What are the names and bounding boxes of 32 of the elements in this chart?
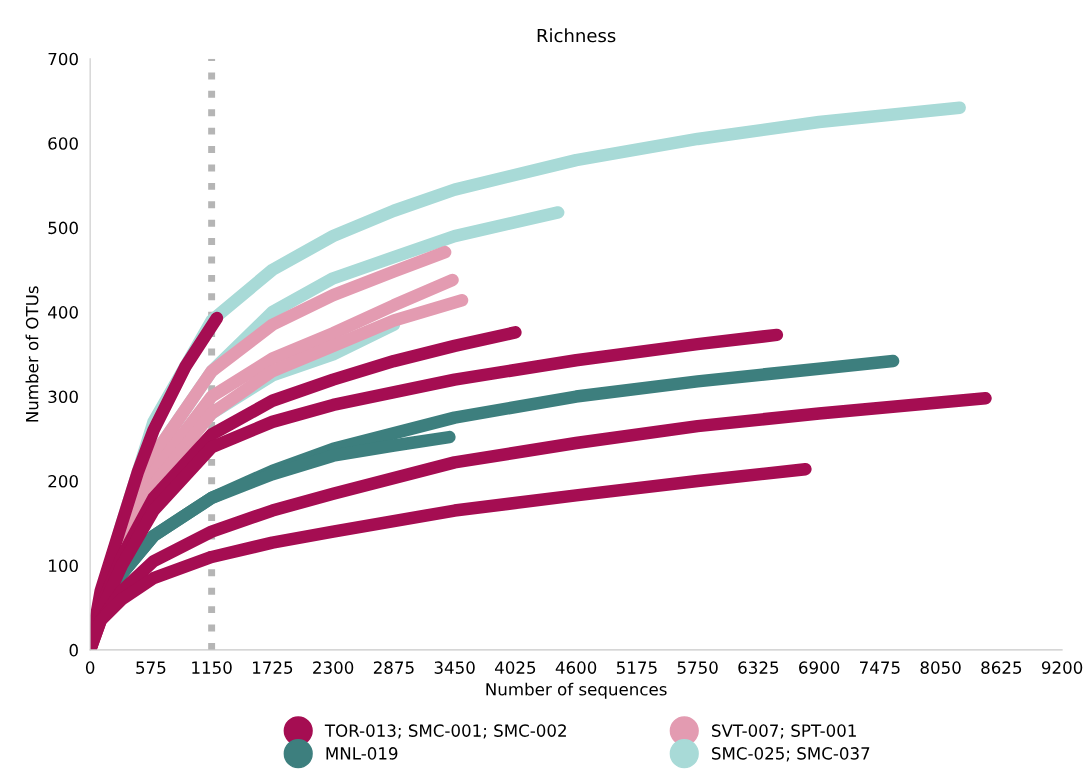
x-axis-title: Number of sequences: [486, 682, 667, 699]
y-tick-label: 200: [48, 474, 78, 488]
chart-title: Richness: [537, 28, 616, 43]
x-tick-label: 5175: [616, 661, 657, 674]
x-tick-label: 9200: [1041, 661, 1083, 674]
y-tick-label: 700: [48, 52, 78, 66]
legend-label: SVT-007; SPT-001: [712, 724, 856, 739]
x-tick-label: 4600: [555, 661, 597, 674]
y-tick-label: 400: [48, 306, 78, 319]
legend-label: MNL-019: [326, 747, 398, 760]
x-tick-label: 1725: [253, 661, 293, 674]
x-tick-label: 4025: [494, 661, 536, 674]
x-tick-label: 8050: [920, 661, 961, 674]
x-tick-label: 5750: [677, 661, 718, 674]
x-tick-label: 575: [136, 661, 166, 674]
x-tick-label: 2875: [373, 661, 414, 674]
y-tick-label: 500: [48, 221, 78, 235]
y-tick-label: 100: [49, 559, 78, 573]
legend-label: TOR-013; SMC-001; SMC-002: [324, 724, 566, 739]
legend-label: SMC-025; SMC-037: [712, 747, 870, 762]
y-tick-label: 300: [48, 390, 78, 404]
x-tick-label: 2300: [313, 661, 354, 674]
y-axis-title: Number of OTUs: [25, 286, 39, 422]
x-tick-label: 3450: [434, 661, 475, 674]
x-tick-label: 6325: [738, 661, 779, 674]
x-tick-label: 0: [85, 661, 95, 674]
y-tick-label: 600: [48, 137, 78, 150]
x-tick-label: 6900: [799, 661, 840, 674]
y-tick-label: 0: [69, 643, 78, 657]
x-tick-label: 8625: [981, 661, 1022, 674]
x-tick-label: 7475: [860, 661, 900, 674]
x-tick-label: 1150: [192, 661, 232, 674]
